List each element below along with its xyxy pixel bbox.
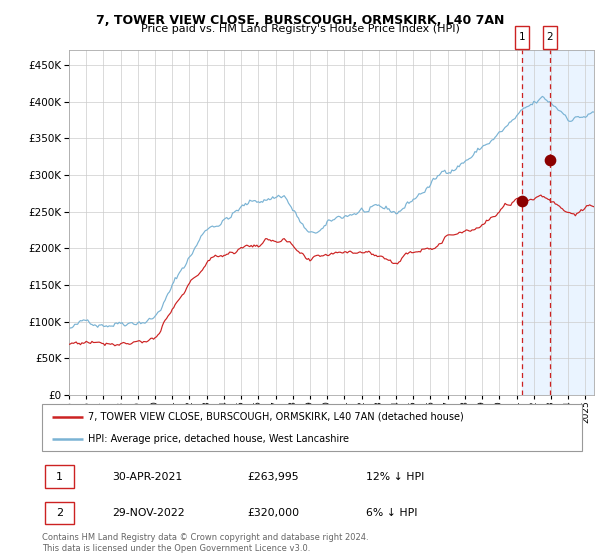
Text: 7, TOWER VIEW CLOSE, BURSCOUGH, ORMSKIRK, L40 7AN: 7, TOWER VIEW CLOSE, BURSCOUGH, ORMSKIRK… [96,14,504,27]
FancyBboxPatch shape [542,26,557,49]
Point [545,156,554,165]
Text: £263,995: £263,995 [247,472,299,482]
FancyBboxPatch shape [45,465,74,488]
Text: 30-APR-2021: 30-APR-2021 [112,472,182,482]
FancyBboxPatch shape [42,404,582,451]
Text: 7, TOWER VIEW CLOSE, BURSCOUGH, ORMSKIRK, L40 7AN (detached house): 7, TOWER VIEW CLOSE, BURSCOUGH, ORMSKIRK… [88,412,464,422]
Text: Price paid vs. HM Land Registry's House Price Index (HPI): Price paid vs. HM Land Registry's House … [140,24,460,34]
Text: £320,000: £320,000 [247,508,299,518]
Text: 2: 2 [546,32,553,43]
Point [517,197,527,206]
Text: 29-NOV-2022: 29-NOV-2022 [112,508,185,518]
FancyBboxPatch shape [45,502,74,524]
Text: 1: 1 [56,472,63,482]
Text: Contains HM Land Registry data © Crown copyright and database right 2024.
This d: Contains HM Land Registry data © Crown c… [42,533,368,553]
Text: 2: 2 [56,508,63,518]
FancyBboxPatch shape [515,26,529,49]
Text: 12% ↓ HPI: 12% ↓ HPI [366,472,424,482]
Text: HPI: Average price, detached house, West Lancashire: HPI: Average price, detached house, West… [88,434,349,444]
Text: 6% ↓ HPI: 6% ↓ HPI [366,508,418,518]
Text: 1: 1 [519,32,526,43]
Bar [522,50,594,395]
